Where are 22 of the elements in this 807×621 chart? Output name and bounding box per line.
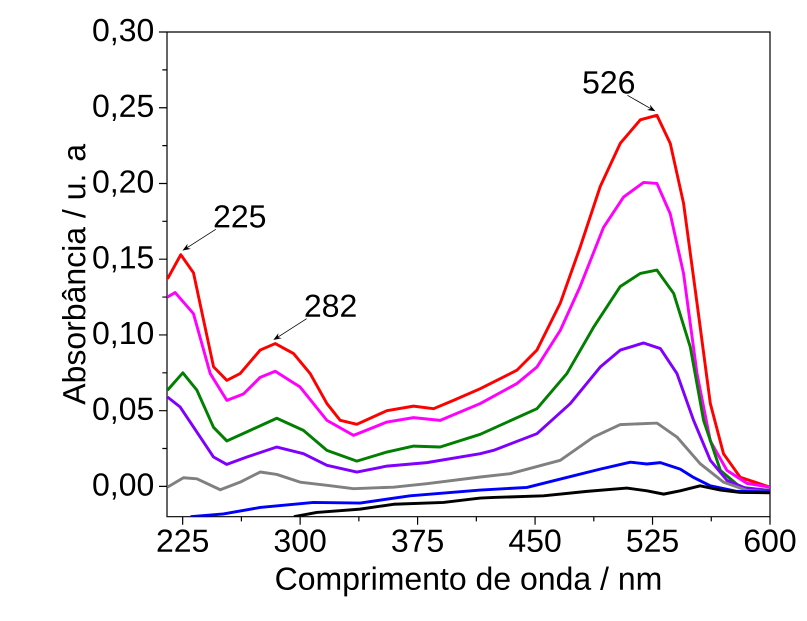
y-axis-title: Absorbância / u. a bbox=[62, 144, 86, 405]
x-tick-label: 300 bbox=[274, 529, 326, 552]
y-tick-label: 0,05 bbox=[93, 397, 153, 424]
x-tick-label: 525 bbox=[627, 529, 678, 552]
y-tick-label: 0,25 bbox=[93, 94, 153, 121]
y-tick-label: 0,30 bbox=[93, 18, 154, 46]
x-axis-title: Comprimento de onda / nm bbox=[276, 566, 660, 596]
annotation: 225 bbox=[214, 205, 266, 228]
x-tick-label: 225 bbox=[158, 529, 208, 552]
annotation: 282 bbox=[306, 294, 356, 318]
x-tick-label: 450 bbox=[509, 529, 560, 552]
line-series bbox=[167, 268, 770, 492]
y-tick-label: 0,15 bbox=[93, 246, 153, 272]
x-tick-label: 600 bbox=[744, 529, 796, 552]
line-series bbox=[167, 341, 770, 492]
y-tick-label: 0,20 bbox=[93, 170, 154, 197]
annotation: 526 bbox=[583, 71, 634, 94]
x-tick-label: 375 bbox=[392, 529, 443, 552]
line-series bbox=[167, 180, 770, 489]
y-tick-label: 0,10 bbox=[93, 322, 154, 348]
y-tick-label: 0,00 bbox=[93, 473, 154, 500]
line-series bbox=[189, 460, 770, 517]
